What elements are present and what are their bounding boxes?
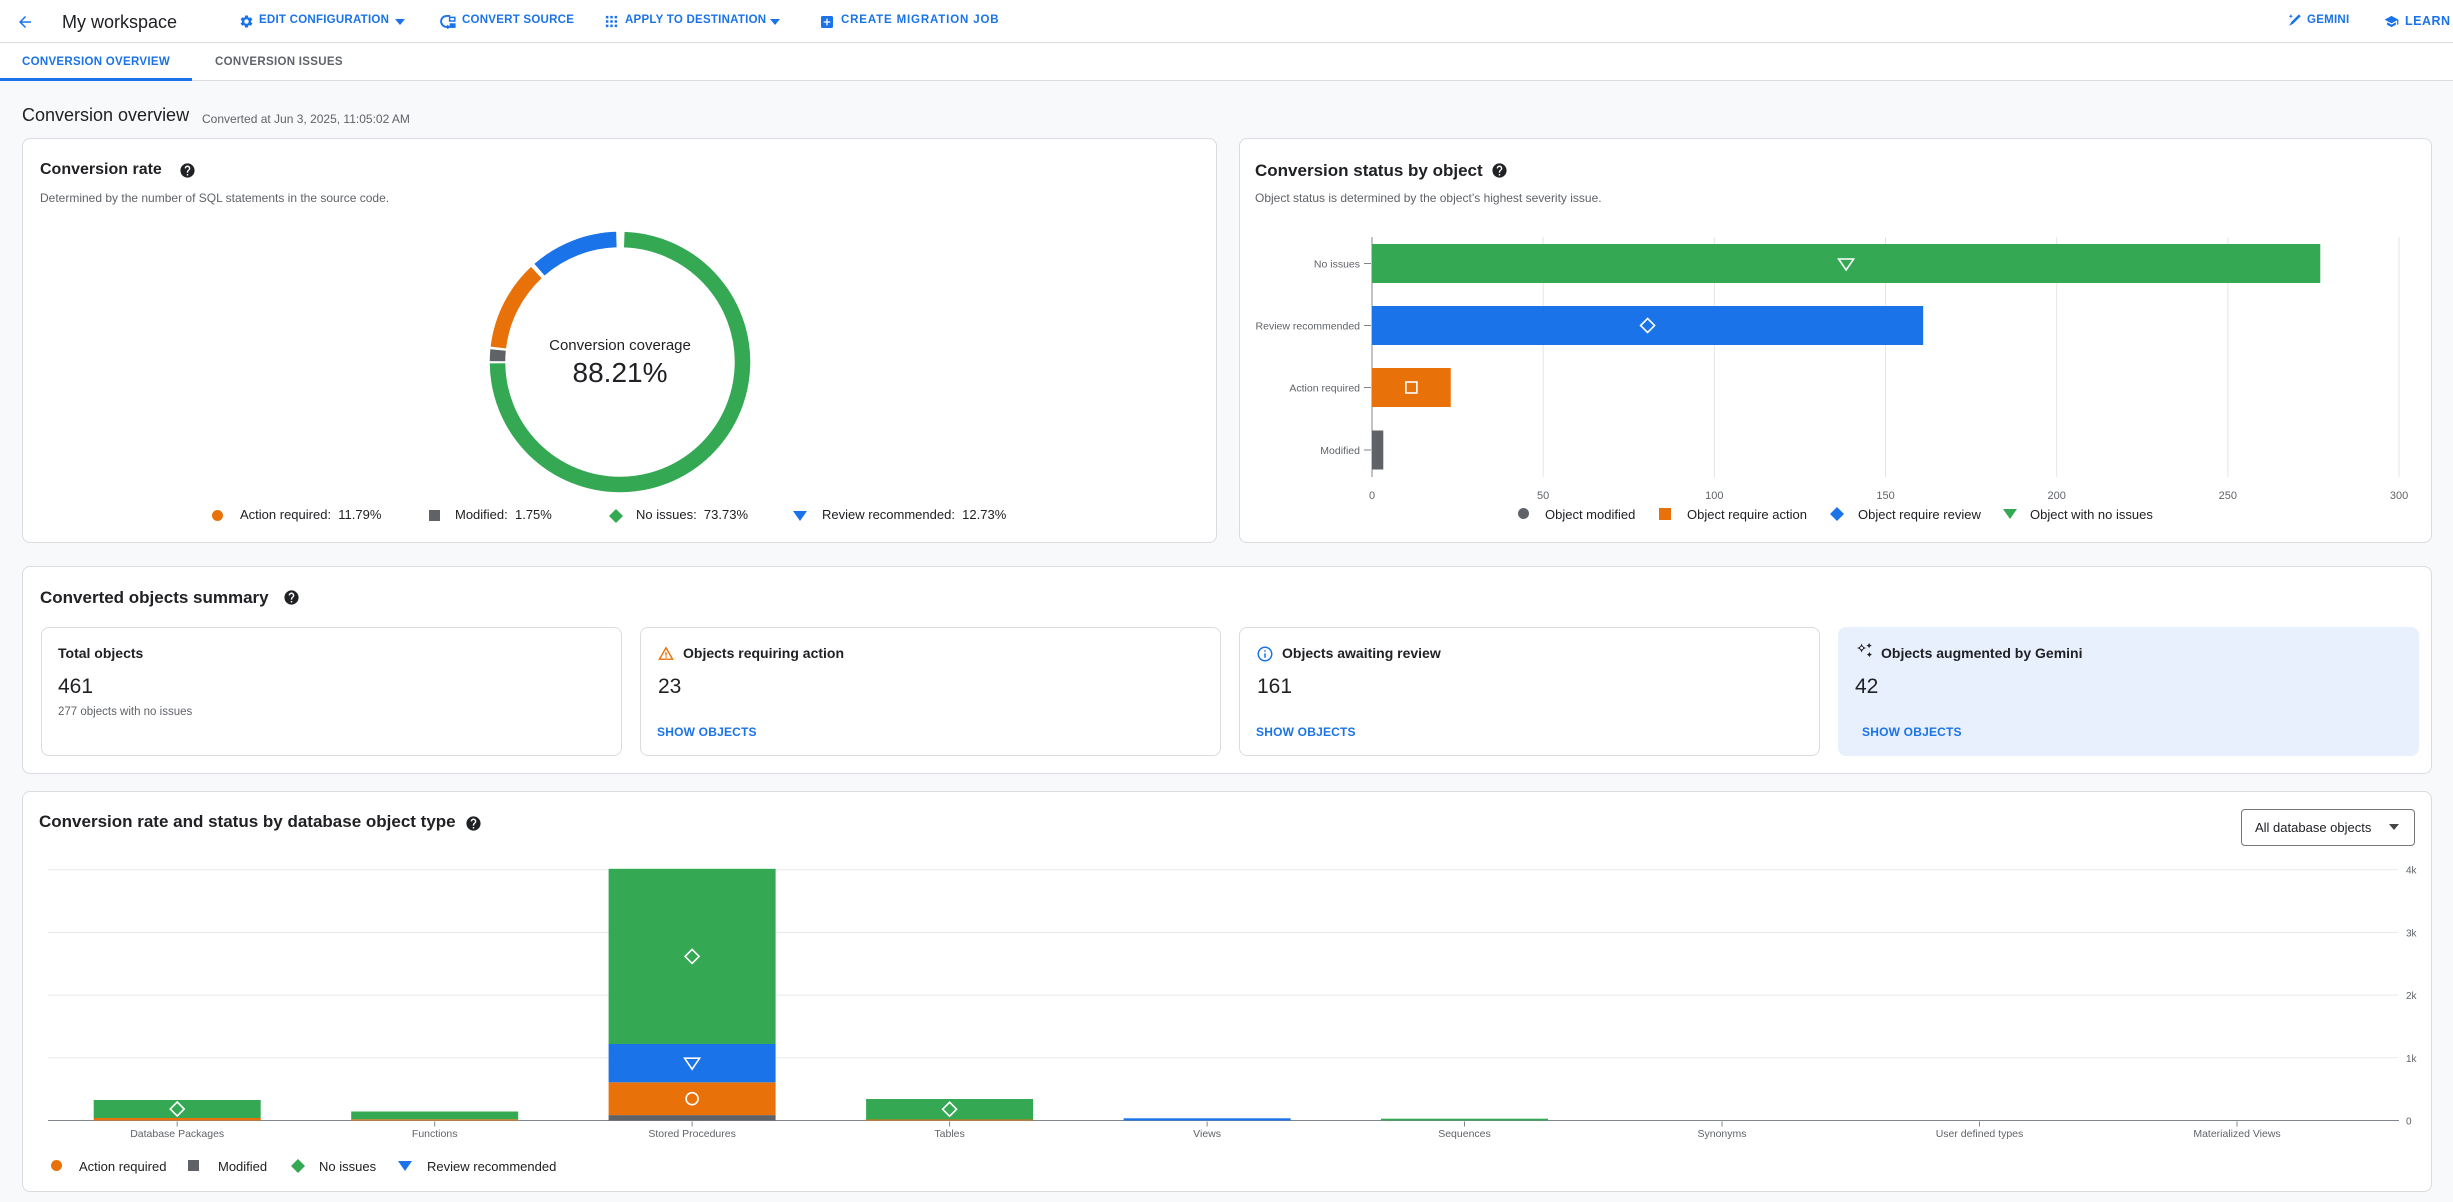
svg-text:0: 0 xyxy=(2406,1117,2412,1128)
svg-text:Database Packages: Database Packages xyxy=(130,1128,224,1140)
svg-text:50: 50 xyxy=(1537,490,1549,502)
svg-text:250: 250 xyxy=(2219,490,2237,502)
svg-text:Materialized Views: Materialized Views xyxy=(2193,1128,2280,1140)
svg-text:Tables: Tables xyxy=(934,1128,964,1140)
svg-text:Action required: Action required xyxy=(1289,383,1360,395)
svg-text:150: 150 xyxy=(1876,490,1894,502)
svg-text:Modified: Modified xyxy=(1320,445,1360,457)
svg-text:Functions: Functions xyxy=(412,1128,458,1140)
svg-text:User defined types: User defined types xyxy=(1936,1128,2024,1140)
svg-text:Synonyms: Synonyms xyxy=(1697,1128,1746,1140)
svg-text:Sequences: Sequences xyxy=(1438,1128,1491,1140)
svg-text:100: 100 xyxy=(1705,490,1723,502)
svg-text:1k: 1k xyxy=(2406,1054,2418,1065)
svg-text:300: 300 xyxy=(2390,490,2408,502)
svg-text:200: 200 xyxy=(2048,490,2066,502)
svg-text:No issues: No issues xyxy=(1314,259,1360,271)
svg-text:4k: 4k xyxy=(2406,866,2418,877)
svg-text:2k: 2k xyxy=(2406,991,2418,1002)
svg-text:Views: Views xyxy=(1193,1128,1221,1140)
svg-text:0: 0 xyxy=(1369,490,1375,502)
svg-text:Stored Procedures: Stored Procedures xyxy=(648,1128,736,1140)
svg-text:Review recommended: Review recommended xyxy=(1256,321,1361,333)
svg-text:3k: 3k xyxy=(2406,928,2418,939)
